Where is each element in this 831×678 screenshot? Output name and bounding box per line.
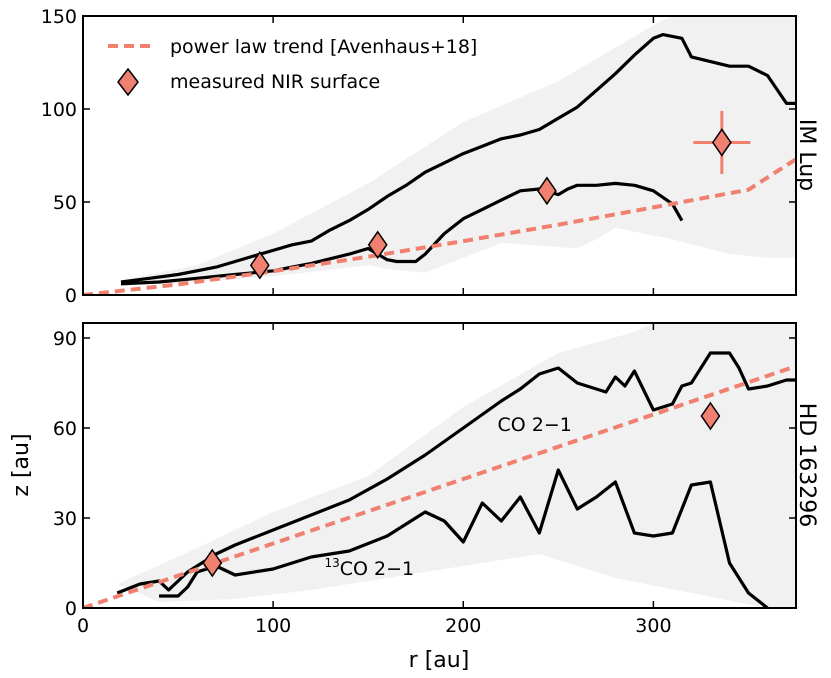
y-tick-label: 150 [41, 6, 77, 28]
diamond-marker [367, 230, 388, 260]
panel-title-hd-163296: HD 163296 [794, 403, 819, 527]
y-tick-label: 0 [65, 285, 77, 307]
legend-diamond-swatch [117, 67, 139, 97]
measured-point [693, 110, 751, 175]
x-tick-label: 200 [445, 615, 481, 637]
y-tick-label: 0 [65, 598, 77, 620]
axes-frame [82, 322, 797, 609]
measured-point [537, 176, 557, 206]
y-axis-label: z [au] [9, 433, 34, 496]
diamond-marker [700, 401, 721, 431]
annotation-13co-superscript: 13 [324, 556, 339, 570]
annotation-co-2-1: CO 2−1 [497, 414, 571, 436]
panel-title-im-lup: IM Lup [794, 119, 819, 191]
plot-area-hd-163296 [83, 323, 796, 608]
surface-curve-upper [116, 351, 796, 595]
uncertainty-band [121, 16, 796, 286]
y-tick-label: 60 [53, 418, 77, 440]
surface-curve-upper [120, 33, 796, 284]
x-axis-label: r [au] [409, 648, 470, 673]
annotation-13co-text: CO 2−1 [340, 558, 414, 580]
x-tick-label: 300 [635, 615, 671, 637]
plot-area-im-lup [83, 16, 796, 295]
y-tick-label: 30 [53, 508, 77, 530]
annotation-13co-2-1: 13CO 2−1 [324, 556, 414, 580]
y-tick-label: 90 [53, 328, 77, 350]
measured-point [249, 250, 270, 280]
y-tick-label: 50 [53, 192, 77, 214]
legend: power law trend [Avenhaus+18] measured N… [108, 36, 477, 97]
legend-trend-label: power law trend [Avenhaus+18] [170, 36, 477, 58]
diamond-marker [537, 176, 557, 206]
surface-curve-lower [159, 468, 769, 608]
axes-frame [82, 15, 797, 296]
legend-marker-label: measured NIR surface [170, 71, 380, 93]
panel-im-lup: 0 50 100 150 IM Lup power law trend [Avenha… [41, 6, 819, 307]
x-tick-label: 0 [77, 615, 89, 637]
diamond-marker [711, 128, 732, 157]
diamond-marker [249, 250, 270, 280]
x-tick-label: 100 [255, 615, 291, 637]
y-tick-label: 100 [41, 99, 77, 121]
power-law-trend-line [83, 157, 796, 295]
measured-point [367, 230, 388, 260]
measured-point [202, 548, 223, 578]
diamond-marker [202, 548, 223, 578]
measured-point [700, 401, 721, 431]
